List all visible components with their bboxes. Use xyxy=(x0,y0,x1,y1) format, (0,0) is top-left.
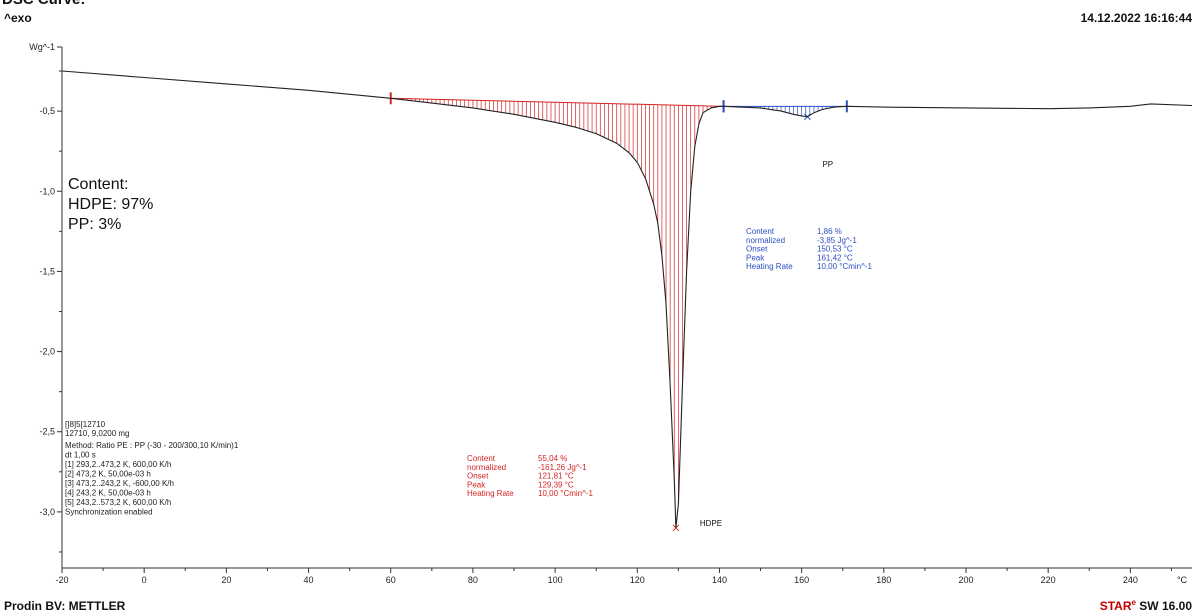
y-tick-label: -3,0 xyxy=(39,507,55,517)
pp-result-value: 1,86 % xyxy=(817,227,842,236)
x-tick-label: 140 xyxy=(712,575,727,585)
x-tick-label: 160 xyxy=(794,575,809,585)
pp-result-value: 161,42 °C xyxy=(817,253,853,262)
method-info-line: [4] 243,2 K, 50,00e-03 h xyxy=(65,489,151,498)
method-info-line: [2] 473,2 K, 50,00e-03 h xyxy=(65,470,151,479)
content-note-line: PP: 3% xyxy=(68,216,121,233)
method-info-line: [1] 293,2..473,2 K, 600,00 K/h xyxy=(65,460,171,469)
hdpe-result-label: Content xyxy=(467,454,496,463)
content-note-line: HDPE: 97% xyxy=(68,196,153,213)
pp-result-value: -3,85 Jg^-1 xyxy=(817,236,857,245)
peak-name-label: HDPE xyxy=(700,519,722,528)
pp-result-label: Heating Rate xyxy=(746,262,793,271)
footer-lab-name: Prodin BV: METTLER xyxy=(4,599,126,613)
hdpe-result-label: Onset xyxy=(467,472,489,481)
x-tick-label: 60 xyxy=(386,575,396,585)
sample-info-line: []8]5[12710 xyxy=(65,420,106,429)
hdpe-result-value: -161,26 Jg^-1 xyxy=(538,463,587,472)
y-tick-label: -2,5 xyxy=(39,427,55,437)
hdpe-result-value: 10,00 °Cmin^-1 xyxy=(538,489,594,498)
pp-result-label: Peak xyxy=(746,253,765,262)
software-version: SW 16.00 xyxy=(1135,599,1192,613)
hdpe-result-label: Heating Rate xyxy=(467,489,514,498)
x-tick-label: 20 xyxy=(221,575,231,585)
x-tick-label: 100 xyxy=(548,575,563,585)
method-info-line: [5] 243,2..573,2 K, 600,00 K/h xyxy=(65,498,171,507)
pp-result-label: Onset xyxy=(746,245,768,254)
x-tick-label: 0 xyxy=(142,575,147,585)
method-info-line: Synchronization enabled xyxy=(65,508,153,517)
software-brand-superscript: e xyxy=(1131,598,1136,607)
x-tick-label: 80 xyxy=(468,575,478,585)
x-tick-label: 200 xyxy=(958,575,973,585)
x-tick-label: 120 xyxy=(630,575,645,585)
x-tick-label: 180 xyxy=(876,575,891,585)
hdpe-result-value: 55,04 % xyxy=(538,454,567,463)
footer-software-version: STARe SW 16.00 xyxy=(1100,598,1192,613)
peak-baseline xyxy=(390,97,724,107)
hdpe-result-label: Peak xyxy=(467,480,486,489)
page-title: DSC Curve: xyxy=(2,0,85,8)
method-info-line: dt 1,00 s xyxy=(65,451,96,460)
x-axis-unit: °C xyxy=(1177,575,1188,585)
pp-result-value: 10,00 °Cmin^-1 xyxy=(817,262,873,271)
hdpe-result-label: normalized xyxy=(467,463,506,472)
hdpe-result-value: 129,39 °C xyxy=(538,480,574,489)
y-tick-label: -1,0 xyxy=(39,186,55,196)
x-tick-label: 220 xyxy=(1041,575,1056,585)
y-axis-label: Wg^-1 xyxy=(29,42,55,52)
method-info-line: Method: Ratio PE : PP (-30 - 200/300,10 … xyxy=(65,441,239,450)
dsc-curve xyxy=(61,70,1193,528)
peak-name-label: PP xyxy=(822,160,833,169)
timestamp: 14.12.2022 16:16:44 xyxy=(1080,11,1192,25)
y-tick-label: -2,0 xyxy=(39,347,55,357)
method-info-line: [3] 473,2..243,2 K, -600,00 K/h xyxy=(65,479,174,488)
pp-result-value: 150,53 °C xyxy=(817,245,853,254)
x-tick-label: 40 xyxy=(304,575,314,585)
hdpe-result-value: 121,81 °C xyxy=(538,472,574,481)
x-tick-label: 240 xyxy=(1123,575,1138,585)
sample-info-line: 12710, 9,0200 mg xyxy=(65,429,130,438)
exo-direction-label: ^exo xyxy=(4,11,32,25)
content-note-line: Content: xyxy=(68,176,128,193)
software-brand: STAR xyxy=(1099,599,1132,613)
y-tick-label: -0,5 xyxy=(39,106,55,116)
pp-result-label: normalized xyxy=(746,236,785,245)
x-tick-label: -20 xyxy=(55,575,68,585)
y-tick-label: -1,5 xyxy=(39,266,55,276)
pp-result-label: Content xyxy=(746,227,775,236)
